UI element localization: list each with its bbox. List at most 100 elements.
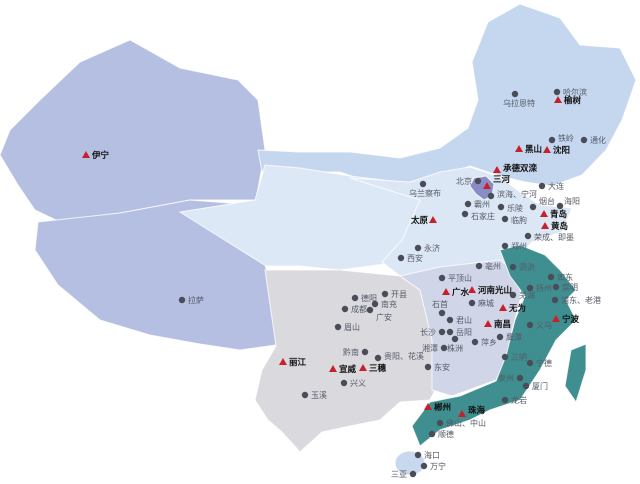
dot-marker-icon <box>475 262 483 270</box>
city-label: 湘潭 <box>422 343 438 353</box>
city-label: 河南光山 <box>478 285 512 296</box>
dot-marker-icon <box>361 348 369 356</box>
city-label: 贵阳、花溪 <box>384 351 424 361</box>
dot-marker-icon <box>464 200 472 208</box>
city-label: 黄岛 <box>551 221 568 232</box>
city-label: 泗洪 <box>519 262 535 272</box>
city-label: 开县 <box>391 290 407 299</box>
dot-marker-icon <box>526 359 534 367</box>
dot-marker-icon <box>446 316 454 324</box>
dot-marker-icon <box>529 203 537 211</box>
dot-marker-icon <box>551 296 559 304</box>
triangle-marker-icon <box>458 410 466 417</box>
triangle-marker-icon <box>429 216 437 223</box>
triangle-marker-icon <box>359 364 367 371</box>
city-label: 万宁 <box>430 461 446 471</box>
triangle-marker-icon <box>543 146 551 153</box>
city-label: 麻城 <box>478 298 494 308</box>
city-label: 郑州 <box>511 241 527 251</box>
dot-marker-icon <box>438 309 446 317</box>
triangle-marker-icon <box>442 288 450 295</box>
city-label: 榆树 <box>564 95 582 106</box>
dot-marker-icon <box>496 333 504 341</box>
city-label: 黔南 <box>343 347 359 357</box>
city-label: 长沙 <box>420 327 436 337</box>
city-label: 青岛 <box>550 209 567 220</box>
dot-marker-icon <box>436 419 444 427</box>
dot-marker-icon <box>509 291 517 299</box>
city-label: 平顶山 <box>448 273 472 283</box>
dot-marker-icon <box>474 177 482 185</box>
city-label: 三明 <box>511 353 527 362</box>
dot-marker-icon <box>414 244 422 252</box>
dot-marker-icon <box>538 182 546 190</box>
dot-marker-icon <box>487 192 495 200</box>
dot-marker-icon <box>501 396 509 404</box>
dot-marker-icon <box>409 470 417 478</box>
city-label: 海口 <box>424 450 440 460</box>
dot-marker-icon <box>556 202 564 210</box>
city-label: 顺德 <box>438 429 454 439</box>
city-label: 成都 <box>351 304 367 314</box>
city-label: 浦东、老港 <box>561 295 601 305</box>
city-label: 大连 <box>548 181 564 191</box>
triangle-marker-icon <box>499 304 507 311</box>
city-label: 三亚 <box>391 470 407 479</box>
dot-marker-icon <box>366 306 374 314</box>
dot-marker-icon <box>428 430 436 438</box>
city-label: 哈尔滨 <box>563 87 587 97</box>
dot-marker-icon <box>511 90 519 98</box>
dot-marker-icon <box>340 379 348 387</box>
city-label: 玉溪 <box>311 390 327 400</box>
triangle-marker-icon <box>554 96 562 103</box>
dot-marker-icon <box>178 296 186 304</box>
city-label: 临朐 <box>511 215 527 225</box>
dot-marker-icon <box>548 136 556 144</box>
city-label: 义乌 <box>536 320 552 330</box>
triangle-marker-icon <box>484 320 492 327</box>
city-label: 西安 <box>407 253 423 263</box>
triangle-marker-icon <box>424 403 432 410</box>
dot-marker-icon <box>526 284 534 292</box>
region-southeast-coast <box>411 244 577 447</box>
dot-marker-icon <box>334 323 342 331</box>
dot-marker-icon <box>501 353 509 361</box>
city-label: 德阳 <box>361 293 377 303</box>
dot-marker-icon <box>509 263 517 271</box>
dot-marker-icon <box>497 203 505 211</box>
city-label: 广水 <box>452 287 470 298</box>
city-label: 亳州 <box>485 261 501 271</box>
dot-marker-icon <box>547 273 555 281</box>
dot-marker-icon <box>419 180 427 188</box>
dot-marker-icon <box>552 283 560 291</box>
dot-marker-icon <box>461 210 469 218</box>
triangle-marker-icon <box>468 286 476 293</box>
dot-marker-icon <box>374 354 382 362</box>
dot-marker-icon <box>522 382 530 390</box>
city-label: 扬州 <box>536 283 552 293</box>
city-label: 承德双滦 <box>503 163 538 174</box>
city-label: 广安 <box>376 312 392 322</box>
dot-marker-icon <box>446 328 454 336</box>
city-label: 石首 <box>432 299 448 309</box>
dot-marker-icon <box>580 136 588 144</box>
city-label: 如东 <box>557 272 573 282</box>
dot-marker-icon <box>397 254 405 262</box>
region-taiwan <box>564 343 587 404</box>
dot-marker-icon <box>451 335 459 343</box>
dot-marker-icon <box>381 290 389 298</box>
dot-marker-icon <box>438 274 446 282</box>
city-label: 伊宁 <box>91 150 110 161</box>
city-label: 珠海 <box>468 405 486 416</box>
dot-marker-icon <box>301 391 309 399</box>
dot-marker-icon <box>471 338 479 346</box>
dot-marker-icon <box>553 88 561 96</box>
city-label: 荣成、即墨 <box>534 232 574 242</box>
city-label: 三河 <box>493 174 511 185</box>
city-label: 龙岩 <box>511 395 527 405</box>
city-label: 眉山 <box>344 322 360 332</box>
city-label: 鹰潭 <box>506 332 522 342</box>
city-label: 厦门 <box>532 381 548 391</box>
city-label: 泉州 <box>498 373 514 383</box>
triangle-marker-icon <box>552 315 560 322</box>
